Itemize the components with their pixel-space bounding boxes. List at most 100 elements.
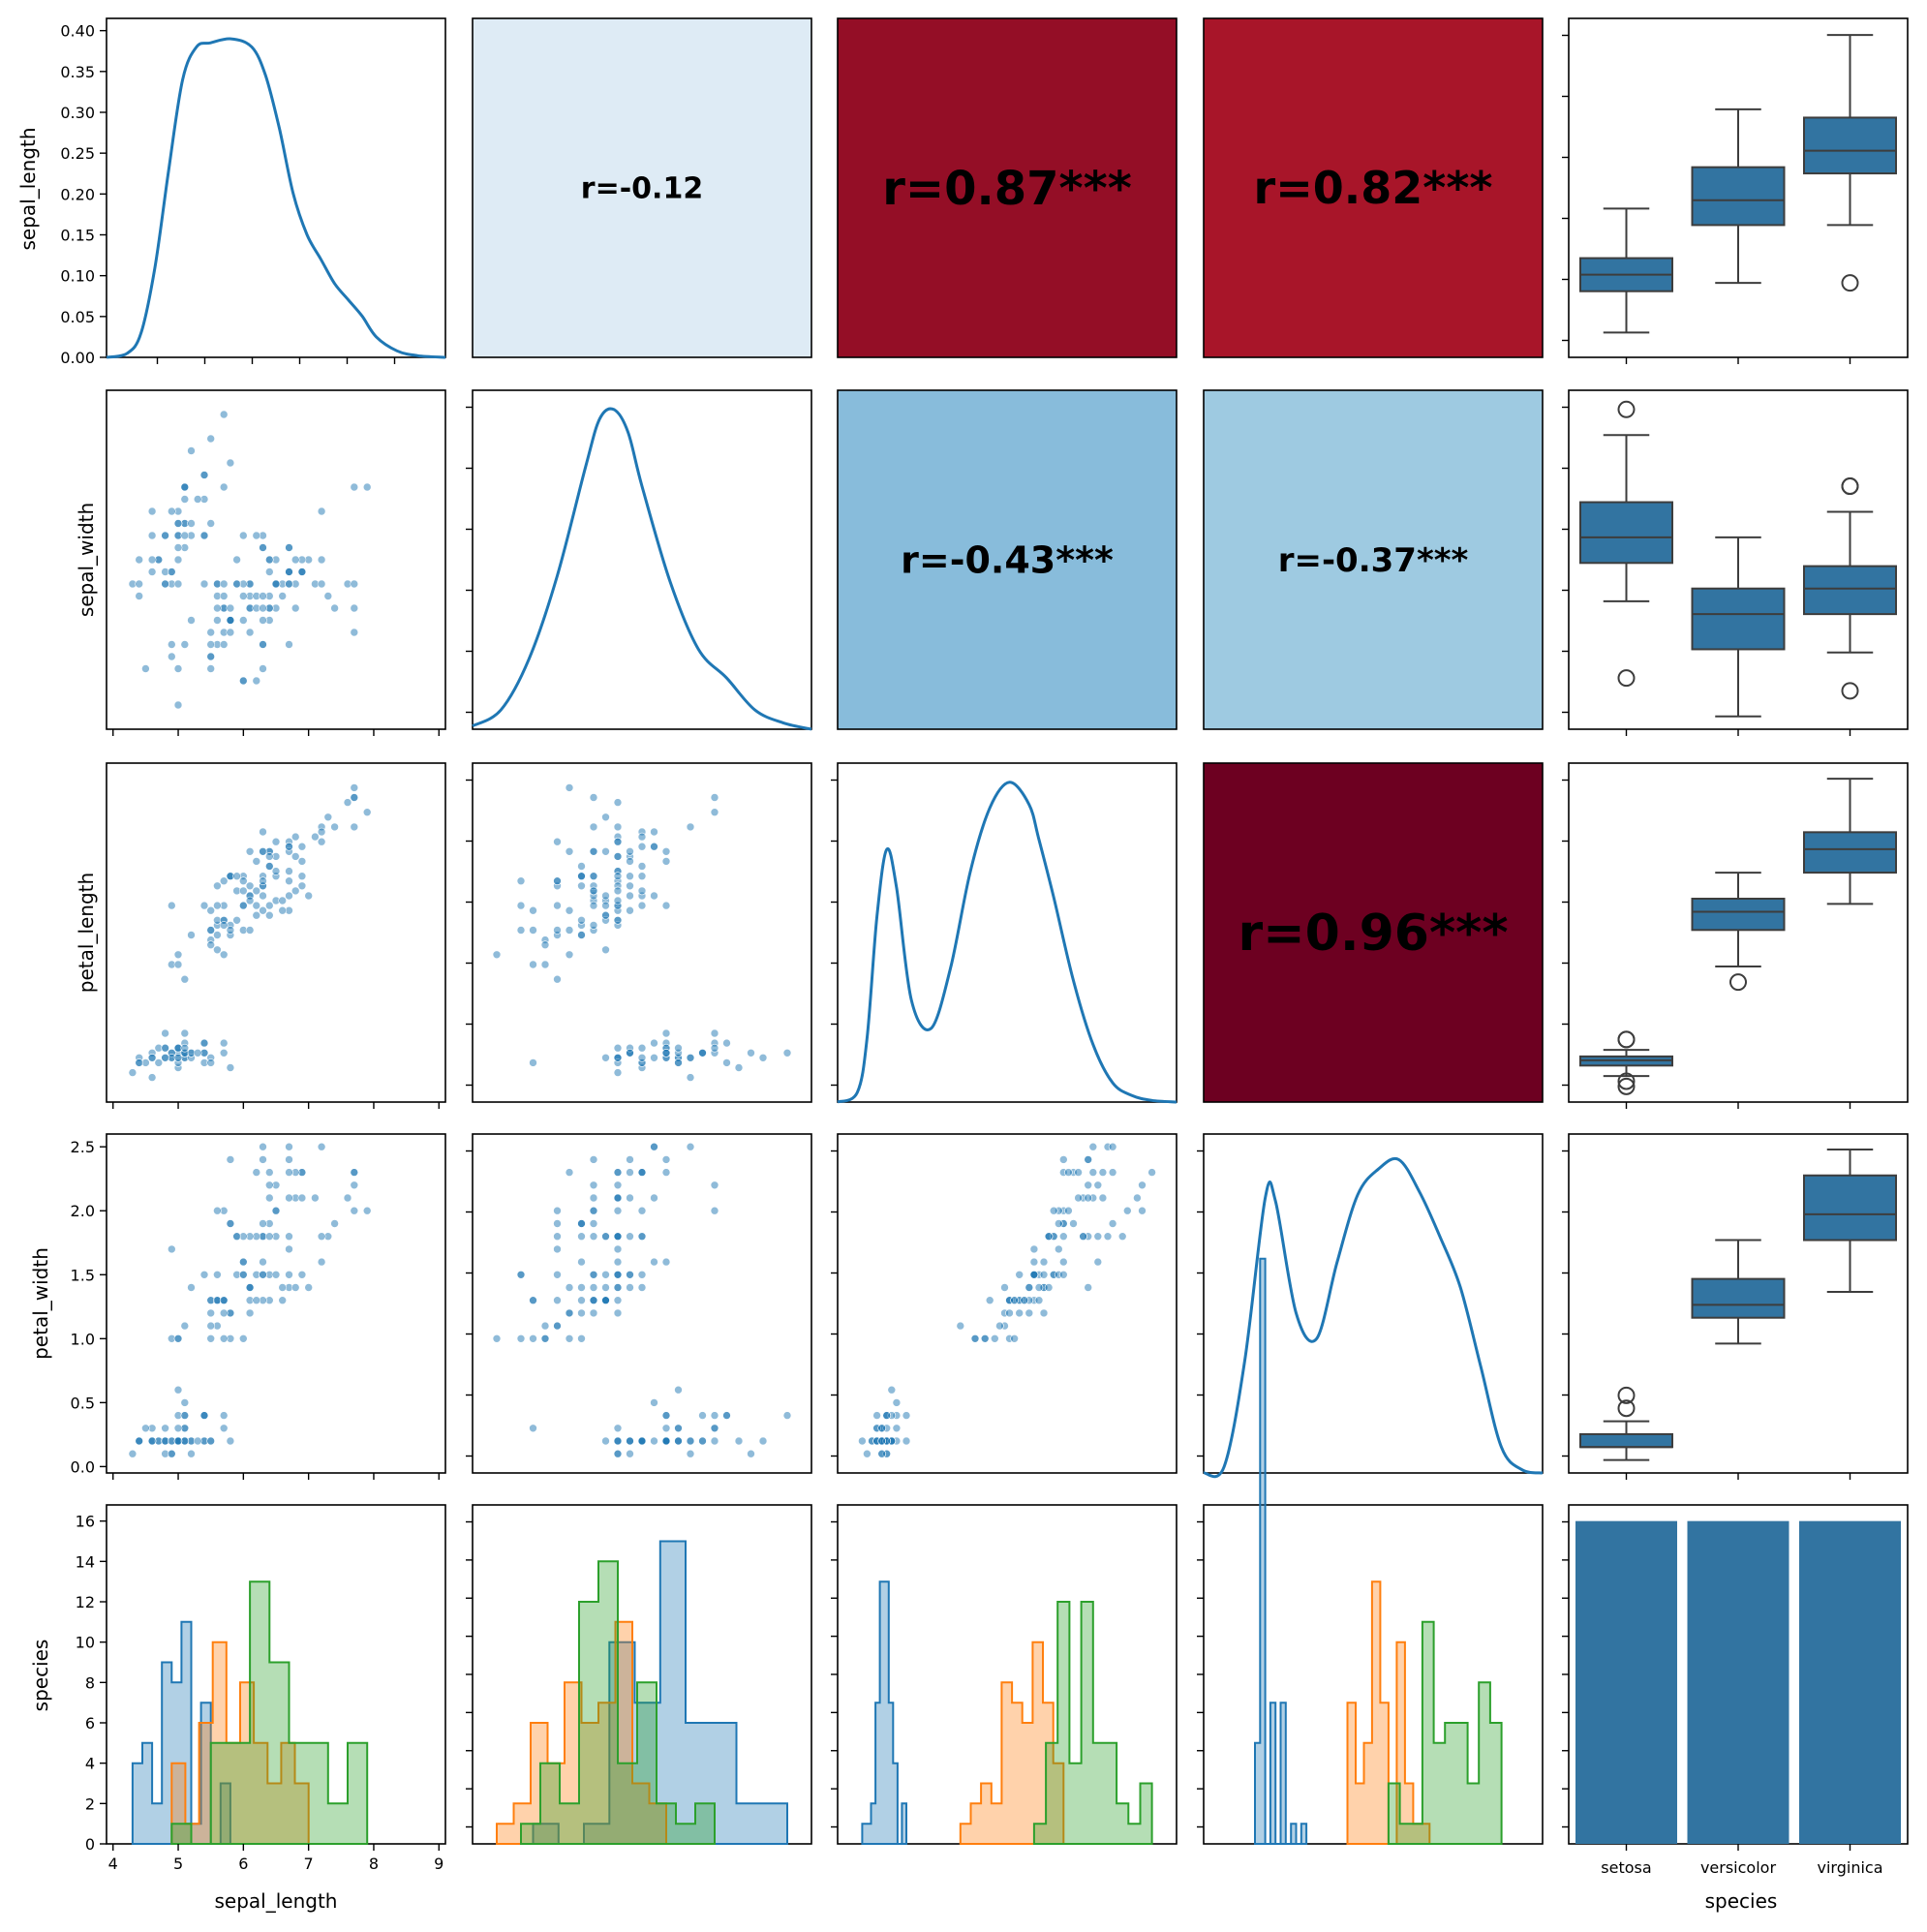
scatter-point	[285, 1271, 293, 1279]
hist-virginica	[1032, 1601, 1153, 1845]
scatter-point	[193, 1436, 202, 1446]
scatter-point	[206, 519, 215, 528]
scatter-point	[991, 1334, 999, 1343]
scatter-point	[1117, 1232, 1127, 1241]
y-tick-label: 4	[85, 1755, 95, 1773]
cell-r3-c1	[466, 1133, 812, 1474]
scatter-point	[239, 1257, 248, 1267]
scatter-point	[516, 1334, 526, 1343]
scatter-point	[232, 916, 241, 925]
scatter-point	[180, 495, 190, 504]
kde-line-sepal-length	[106, 37, 446, 359]
scatter-point	[637, 1168, 647, 1177]
scatter-point	[529, 1424, 537, 1433]
scatter-point	[219, 921, 229, 930]
cell-r3-c2	[831, 1133, 1178, 1474]
scatter-point	[553, 901, 562, 910]
corr-label: r=0.82***	[1254, 162, 1493, 214]
scatter-point	[206, 628, 215, 637]
scatter-point	[330, 822, 339, 832]
axes-frame	[837, 1133, 1178, 1474]
scatter-point	[1015, 1271, 1024, 1279]
scatter-point	[626, 891, 634, 901]
scatter-point	[1088, 1168, 1098, 1177]
scatter-point	[589, 1181, 598, 1190]
scatter-point	[180, 531, 190, 540]
scatter-point	[285, 1142, 293, 1151]
scatter-point	[161, 531, 169, 540]
scatter-point	[758, 1436, 768, 1446]
y-tick-label: 0.40	[60, 22, 95, 41]
scatter-point	[661, 1257, 671, 1267]
cell-r3-c0: 0.0 0.5 1.0 1.5 2.0 2.5	[71, 1133, 446, 1480]
scatter-point	[187, 1449, 196, 1458]
scatter-point	[589, 872, 598, 880]
scatter-point	[565, 905, 574, 915]
scatter-point	[613, 1257, 623, 1267]
scatter-point	[626, 1048, 634, 1058]
scatter-point	[135, 579, 144, 589]
box-versicolor	[1691, 587, 1786, 651]
scatter-point	[577, 1308, 586, 1318]
scatter-point	[637, 842, 647, 851]
axes-frame	[837, 762, 1178, 1103]
cell-r4-c3	[1197, 1257, 1544, 1845]
box-virginica	[1803, 831, 1897, 874]
scatter-point	[297, 842, 307, 851]
corr-tile	[1204, 18, 1543, 357]
scatter-point	[661, 1028, 671, 1038]
y-tick-label: 0.35	[60, 63, 95, 81]
scatter-point	[722, 1038, 731, 1048]
scatter-point	[710, 793, 719, 802]
x-tick-label-setosa: setosa	[1601, 1858, 1651, 1877]
scatter-point	[291, 1283, 300, 1292]
box-setosa	[1579, 1432, 1673, 1449]
corr-label: r=-0.12	[581, 172, 703, 206]
scatter-point	[304, 891, 313, 901]
scatter-point	[1044, 1232, 1054, 1241]
x-tick-label: 6	[238, 1855, 248, 1873]
hist-versicolor	[496, 1620, 667, 1845]
scatter-point	[245, 896, 255, 905]
scatter-point	[141, 1424, 150, 1433]
scatter-point	[187, 1283, 196, 1292]
scatter-point	[601, 891, 610, 901]
scatter-point	[291, 852, 300, 861]
scatter-point	[187, 446, 196, 455]
corr-frame	[472, 17, 812, 358]
row-label-3: petal_width	[29, 1247, 52, 1360]
scatter-point	[291, 832, 300, 842]
scatter-point	[193, 495, 202, 504]
cell-r0-c2: r=0.87***	[837, 17, 1178, 358]
hist-setosa	[131, 1620, 231, 1845]
scatter-point	[239, 592, 248, 600]
scatter-point	[1039, 1257, 1049, 1267]
scatter-point	[259, 603, 267, 613]
scatter-point	[1064, 1168, 1073, 1177]
scatter-point	[1147, 1168, 1156, 1177]
scatter-point	[226, 616, 235, 625]
box-outlier-setosa	[1617, 1399, 1636, 1418]
scatter-point	[173, 1436, 183, 1446]
box-outlier-setosa	[1617, 1386, 1636, 1404]
scatter-point	[180, 640, 190, 649]
scatter-point	[887, 1385, 897, 1395]
y-tick-label: 0.25	[60, 144, 95, 163]
box-outlier-virginica	[1841, 477, 1859, 496]
scatter-point	[135, 592, 144, 600]
corr-tile	[1204, 390, 1543, 729]
scatter-point	[613, 1271, 623, 1279]
scatter-point	[565, 1334, 574, 1343]
row-label-1: sepal_width	[75, 503, 98, 617]
scatter-point	[1138, 1206, 1147, 1215]
scatter-point	[343, 1193, 352, 1203]
scatter-point	[553, 837, 562, 846]
scatter-point	[577, 872, 586, 880]
scatter-point	[285, 579, 293, 589]
scatter-point	[161, 1043, 169, 1053]
scatter-point	[589, 847, 598, 856]
scatter-point	[350, 628, 359, 637]
scatter-point	[553, 974, 562, 984]
y-tick-label: 0.10	[60, 267, 95, 286]
corr-label: r=-0.43***	[901, 538, 1114, 581]
